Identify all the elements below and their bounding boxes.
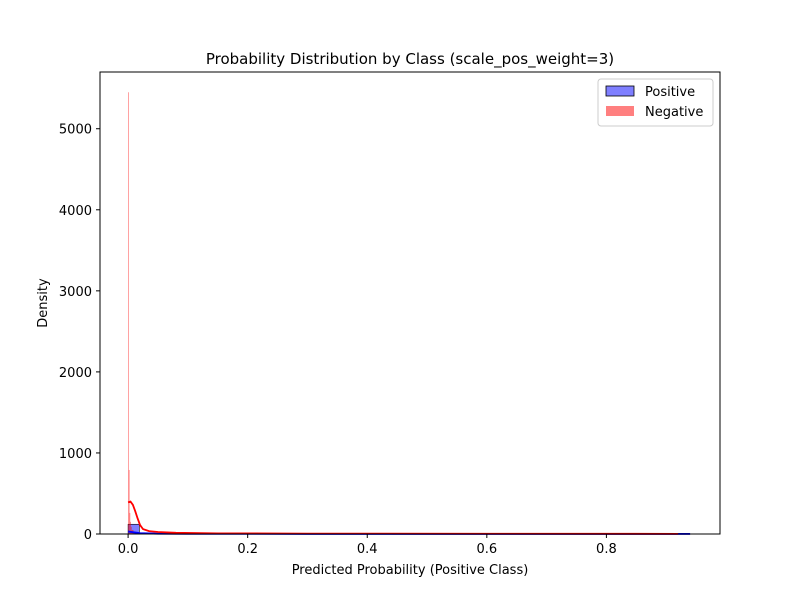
x-tick-label: 0.4 [357,542,378,557]
legend-label-negative: Negative [645,105,703,120]
histogram-bar-negative [130,526,132,534]
series-negative-bars [128,92,685,534]
y-tick-label: 5000 [59,123,92,138]
y-tick-label: 4000 [59,204,92,219]
histogram-bar-negative [130,521,131,534]
legend: Positive Negative [597,78,714,127]
x-axis-label: Predicted Probability (Positive Class) [292,563,529,578]
plot-content [127,92,691,535]
y-tick-label: 2000 [59,366,92,381]
y-tick-label: 0 [84,528,92,543]
legend-swatch-negative [606,106,634,116]
histogram-bar-negative [129,512,131,534]
y-axis-ticks: 0 1000 2000 3000 4000 5000 [59,123,100,543]
legend-label-positive: Positive [645,85,695,100]
x-tick-label: 0.0 [118,542,139,557]
x-tick-label: 0.8 [596,542,617,557]
y-tick-label: 1000 [59,447,92,462]
x-tick-label: 0.6 [476,542,497,557]
plot-frame [99,71,721,535]
x-axis-ticks: 0.0 0.2 0.4 0.6 0.8 [118,534,617,557]
histogram-bar-negative [128,92,129,534]
x-tick-label: 0.2 [237,542,258,557]
legend-swatch-positive [605,85,635,97]
y-tick-label: 3000 [59,285,92,300]
chart-title: Probability Distribution by Class (scale… [206,50,614,69]
y-axis-label: Density [36,278,51,328]
kde-line-negative [127,500,679,535]
